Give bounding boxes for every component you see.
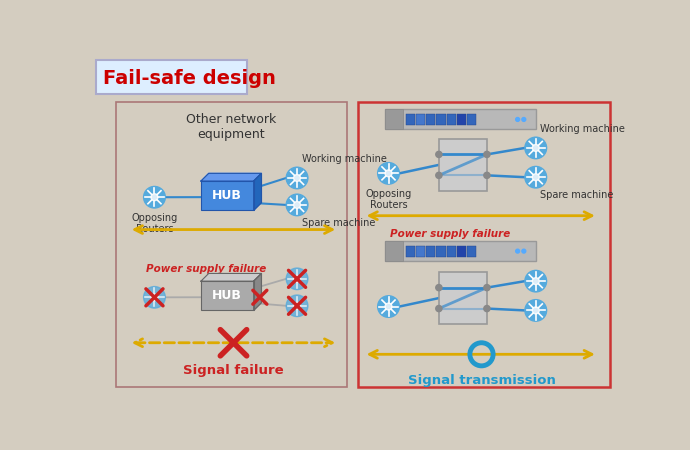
Circle shape bbox=[484, 284, 490, 291]
FancyBboxPatch shape bbox=[406, 114, 415, 125]
FancyBboxPatch shape bbox=[384, 109, 535, 130]
FancyBboxPatch shape bbox=[446, 246, 456, 256]
Circle shape bbox=[525, 270, 546, 292]
Text: Power supply failure: Power supply failure bbox=[391, 229, 511, 239]
Circle shape bbox=[377, 162, 400, 184]
FancyBboxPatch shape bbox=[201, 181, 254, 210]
Circle shape bbox=[522, 117, 526, 122]
Text: Spare machine: Spare machine bbox=[302, 218, 375, 228]
Text: Working machine: Working machine bbox=[540, 124, 625, 134]
Circle shape bbox=[515, 249, 520, 253]
Text: On maintenance: On maintenance bbox=[432, 112, 535, 126]
FancyBboxPatch shape bbox=[457, 114, 466, 125]
FancyBboxPatch shape bbox=[426, 246, 435, 256]
Circle shape bbox=[436, 284, 442, 291]
Circle shape bbox=[532, 144, 539, 151]
FancyBboxPatch shape bbox=[384, 241, 403, 261]
Polygon shape bbox=[254, 274, 262, 310]
Circle shape bbox=[151, 194, 158, 201]
Circle shape bbox=[532, 278, 539, 284]
Circle shape bbox=[144, 287, 166, 308]
Circle shape bbox=[532, 174, 539, 180]
Text: Working machine: Working machine bbox=[302, 154, 386, 164]
Circle shape bbox=[377, 296, 400, 317]
Circle shape bbox=[385, 303, 392, 310]
FancyBboxPatch shape bbox=[439, 272, 487, 324]
FancyBboxPatch shape bbox=[467, 246, 476, 256]
FancyBboxPatch shape bbox=[384, 109, 403, 130]
FancyBboxPatch shape bbox=[467, 114, 476, 125]
FancyBboxPatch shape bbox=[426, 114, 435, 125]
Text: Opposing
Routers: Opposing Routers bbox=[366, 189, 412, 210]
Circle shape bbox=[293, 275, 301, 282]
Circle shape bbox=[484, 306, 490, 312]
Text: Signal transmission: Signal transmission bbox=[408, 374, 555, 387]
Circle shape bbox=[515, 117, 520, 122]
Polygon shape bbox=[201, 274, 262, 281]
Circle shape bbox=[484, 172, 490, 179]
Circle shape bbox=[484, 151, 490, 158]
FancyBboxPatch shape bbox=[437, 246, 446, 256]
Text: Other network
equipment: Other network equipment bbox=[186, 112, 276, 140]
Text: HUB: HUB bbox=[213, 189, 242, 202]
FancyBboxPatch shape bbox=[446, 114, 456, 125]
FancyBboxPatch shape bbox=[384, 241, 535, 261]
FancyBboxPatch shape bbox=[406, 246, 415, 256]
Circle shape bbox=[293, 202, 301, 208]
Polygon shape bbox=[254, 173, 262, 210]
Circle shape bbox=[293, 302, 301, 309]
Polygon shape bbox=[201, 173, 262, 181]
FancyBboxPatch shape bbox=[416, 246, 425, 256]
Text: Signal failure: Signal failure bbox=[183, 364, 284, 377]
Circle shape bbox=[385, 170, 392, 177]
Circle shape bbox=[436, 306, 442, 312]
FancyBboxPatch shape bbox=[437, 114, 446, 125]
Text: Fail-safe design: Fail-safe design bbox=[104, 69, 276, 88]
Circle shape bbox=[525, 166, 546, 188]
Circle shape bbox=[532, 307, 539, 314]
FancyBboxPatch shape bbox=[201, 281, 254, 310]
Circle shape bbox=[525, 300, 546, 321]
Circle shape bbox=[522, 249, 526, 253]
Circle shape bbox=[151, 294, 158, 301]
Circle shape bbox=[144, 186, 166, 208]
Text: HUB: HUB bbox=[213, 289, 242, 302]
FancyBboxPatch shape bbox=[416, 114, 425, 125]
Text: Power supply failure: Power supply failure bbox=[146, 264, 266, 274]
FancyBboxPatch shape bbox=[457, 246, 466, 256]
Text: Spare machine: Spare machine bbox=[540, 190, 614, 200]
Circle shape bbox=[293, 175, 301, 181]
FancyBboxPatch shape bbox=[95, 60, 247, 94]
Circle shape bbox=[286, 194, 308, 216]
Circle shape bbox=[525, 137, 546, 159]
FancyBboxPatch shape bbox=[439, 139, 487, 191]
Circle shape bbox=[436, 151, 442, 158]
Text: Opposing
Routers: Opposing Routers bbox=[131, 212, 177, 234]
Circle shape bbox=[286, 268, 308, 290]
Circle shape bbox=[436, 172, 442, 179]
Circle shape bbox=[286, 295, 308, 316]
Circle shape bbox=[286, 167, 308, 189]
